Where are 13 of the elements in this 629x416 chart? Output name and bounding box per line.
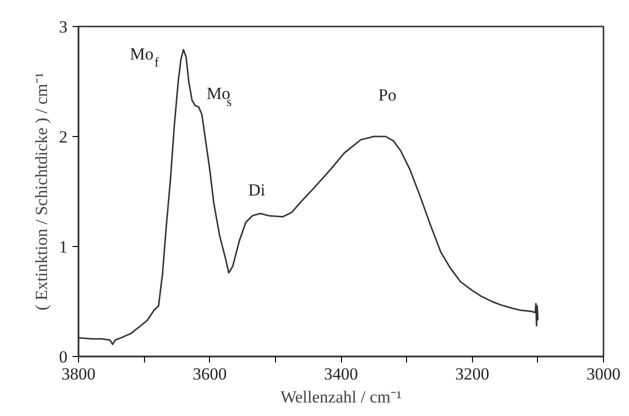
y-tick-label: 2 [59, 128, 68, 146]
y-tick-label: 0 [59, 348, 68, 366]
x-tick-label: 3800 [62, 364, 96, 384]
x-tick-label: 3200 [455, 364, 490, 384]
annotation: Po [378, 86, 396, 104]
x-axis-title: Wellenzahl / cm⁻¹ [280, 388, 402, 406]
annotation: Di [248, 180, 266, 200]
x-tick-label: 3600 [192, 364, 227, 384]
x-tick-label: 3000 [586, 364, 620, 384]
y-axis-title: ( Extinktion / Schichtdicke ) / cm⁻¹ [32, 72, 51, 310]
y-tick-label: 3 [59, 18, 68, 36]
y-tick-label: 1 [59, 238, 68, 256]
x-tick-label: 3400 [324, 364, 358, 384]
